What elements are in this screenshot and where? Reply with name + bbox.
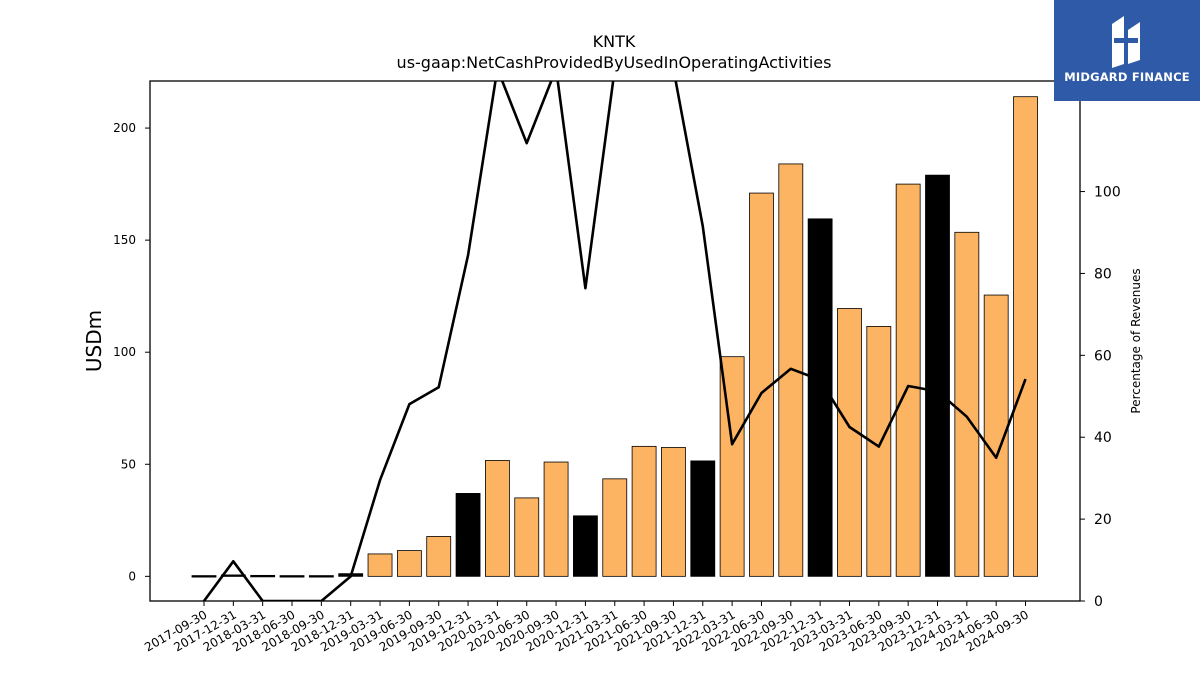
bar-2019-12-31 xyxy=(455,493,481,577)
midgard-logo-icon xyxy=(1112,16,1140,68)
bar-2020-12-31 xyxy=(573,515,598,577)
left-axis: 0 50 100 150 200 xyxy=(113,121,150,583)
bar-2022-12-31 xyxy=(807,218,833,577)
bar-2023-03-31 xyxy=(837,308,862,577)
bar-2023-09-30 xyxy=(895,183,921,577)
y-tick-label-100: 100 xyxy=(113,345,136,359)
bar-2023-06-30 xyxy=(866,326,892,577)
y2-tick-label-20: 20 xyxy=(1094,512,1112,528)
bar-2021-03-31 xyxy=(602,478,628,577)
revenue-percentage-line xyxy=(202,81,1027,601)
y2-tick-label-0: 0 xyxy=(1094,594,1103,610)
y-tick-label-50: 50 xyxy=(121,457,136,471)
line-layer xyxy=(202,81,1027,601)
bar-2020-09-30 xyxy=(543,461,569,577)
brand-logo-text: MIDGARD FINANCE xyxy=(1064,70,1190,84)
y-tick-label-200: 200 xyxy=(113,121,136,135)
bar-2018-03-31 xyxy=(250,574,276,578)
y2-tick-label-80: 80 xyxy=(1094,266,1112,282)
bar-2024-09-30 xyxy=(1013,96,1038,577)
bar-2018-09-30 xyxy=(308,575,334,578)
bar-2019-03-31 xyxy=(367,553,393,577)
bar-2018-06-30 xyxy=(279,575,305,578)
x-axis: 2017-09-302017-12-312018-03-312018-06-30… xyxy=(142,601,1031,654)
y-axis-label-right: Percentage of Revenues xyxy=(1129,268,1143,413)
bar-2021-09-30 xyxy=(661,447,686,577)
y-tick-label-0: 0 xyxy=(128,569,136,583)
y-axis-label: USDm xyxy=(82,310,106,372)
bar-2022-06-30 xyxy=(749,192,774,577)
bar-2021-12-31 xyxy=(690,460,716,577)
bar-2020-03-31 xyxy=(484,460,510,577)
brand-logo: MIDGARD FINANCE xyxy=(1054,0,1200,101)
right-axis: 0 20 40 60 80 100 xyxy=(1080,185,1121,610)
y-tick-label-150: 150 xyxy=(113,233,136,247)
bar-2017-12-31 xyxy=(220,574,246,577)
bar-2019-09-30 xyxy=(426,536,452,577)
y2-tick-label-100: 100 xyxy=(1094,185,1121,201)
chart-title: KNTK xyxy=(593,32,636,51)
bar-2020-06-30 xyxy=(514,497,540,577)
y2-tick-label-40: 40 xyxy=(1094,430,1112,446)
y2-tick-label-60: 60 xyxy=(1094,348,1112,364)
chart-subtitle: us-gaap:NetCashProvidedByUsedInOperating… xyxy=(397,53,832,72)
bar-2024-06-30 xyxy=(983,294,1009,577)
bar-2024-03-31 xyxy=(954,231,980,577)
bar-2017-09-30 xyxy=(191,575,217,578)
bars-layer xyxy=(191,96,1038,578)
bar-2023-12-31 xyxy=(925,174,950,577)
bar-2021-06-30 xyxy=(631,445,657,577)
bar-2019-06-30 xyxy=(396,550,422,577)
